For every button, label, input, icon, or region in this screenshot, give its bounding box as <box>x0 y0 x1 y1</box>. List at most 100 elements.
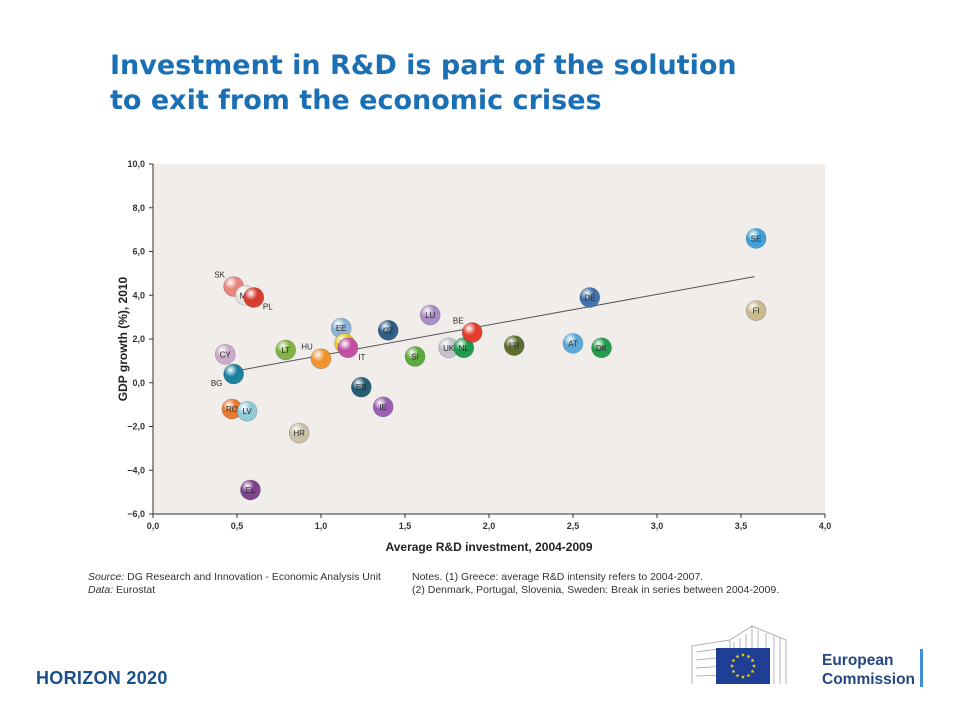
eu-star <box>741 653 745 657</box>
point-label-uk: UK <box>443 344 455 353</box>
x-tick-label: 3,5 <box>735 521 748 531</box>
european-commission-logo <box>691 625 787 684</box>
source-text: DG Research and Innovation - Economic An… <box>124 571 381 583</box>
eu-stars-icon <box>730 653 756 679</box>
ec-accent-bar <box>920 649 923 687</box>
point-label-ee: EE <box>336 324 347 333</box>
title-line-1: Investment in R&D is part of the solutio… <box>110 50 737 81</box>
point-label-at: AT <box>568 339 578 348</box>
point-label-de: DE <box>584 293 595 302</box>
point-label-ie: IE <box>379 403 387 412</box>
point-cy <box>214 344 236 365</box>
x-tick-label: 4,0 <box>819 521 832 531</box>
notes-line-2: (2) Denmark, Portugal, Slovenia, Sweden:… <box>412 584 780 596</box>
x-tick-label: 2,0 <box>483 521 496 531</box>
chart-axes: 0,0 0,5 1,0 1,5 2,0 2,5 3,0 3,5 4,0 −6,0 −4,0 −2,0 0… <box>127 159 831 531</box>
point-hu <box>310 348 332 369</box>
point-label-ro: RO <box>226 405 238 414</box>
point-label-it: IT <box>358 353 365 362</box>
point-el <box>240 479 261 501</box>
point-fi <box>745 300 767 321</box>
eu-star <box>730 664 734 668</box>
point-label-cy: CY <box>220 350 232 359</box>
eu-star <box>750 669 755 674</box>
eu-star <box>746 654 751 659</box>
point-cz <box>377 319 399 341</box>
data-text: Eurostat <box>113 584 156 596</box>
x-axis-label: Average R&D investment, 2004-2009 <box>386 540 593 554</box>
data-points: SKMTPLCYBGROLVELLTHRHUEEPTITESCZIESILUUK… <box>211 228 767 501</box>
point-lu <box>419 304 441 326</box>
ec-line-1: European <box>822 652 894 669</box>
point-label-dk: DK <box>596 344 608 353</box>
eu-star <box>735 654 740 659</box>
y-tick-label: 8,0 <box>132 203 145 213</box>
slide-title: Investment in R&D is part of the solutio… <box>110 48 910 118</box>
point-label-es: ES <box>356 383 367 392</box>
data-label: Data: <box>88 584 114 596</box>
point-label-lv: LV <box>242 407 252 416</box>
point-be <box>461 322 483 343</box>
point-label-lt: LT <box>281 346 290 355</box>
y-tick-label: −2,0 <box>127 422 145 432</box>
x-tick-label: 0,0 <box>147 521 160 531</box>
eu-star <box>731 658 736 663</box>
x-tick-label: 0,5 <box>231 521 244 531</box>
point-label-hr: HR <box>293 429 305 438</box>
y-tick-label: 4,0 <box>132 290 145 300</box>
ec-name: European Commission <box>822 651 915 689</box>
point-pl <box>243 287 265 308</box>
x-tick-label: 3,0 <box>651 521 664 531</box>
point-label-sk: SK <box>214 271 225 280</box>
eu-star <box>735 673 740 678</box>
horizon-2020-label: HORIZON 2020 <box>36 668 168 688</box>
point-bg <box>223 363 244 385</box>
point-label-lu: LU <box>425 311 435 320</box>
notes: Notes. (1) Greece: average R&D intensity… <box>412 571 892 597</box>
point-label-cz: CZ <box>383 326 394 335</box>
source-note: Source: DG Research and Innovation - Eco… <box>88 571 398 597</box>
scatter-chart: 0,0 0,5 1,0 1,5 2,0 2,5 3,0 3,5 4,0 −6,0 −4,0 −2,0 0… <box>116 159 831 554</box>
point-se <box>745 228 767 249</box>
point-lv <box>236 400 258 422</box>
point-dk <box>591 337 612 359</box>
point-ie <box>372 396 394 418</box>
point-si <box>404 346 426 367</box>
point-label-be: BE <box>453 316 464 325</box>
y-tick-label: 10,0 <box>127 159 145 169</box>
point-label-nl: NL <box>459 344 470 353</box>
point-de <box>579 287 601 308</box>
x-tick-label: 1,0 <box>315 521 328 531</box>
point-label-si: SI <box>411 353 419 362</box>
ec-line-2: Commission <box>822 671 916 688</box>
eu-star <box>746 673 751 678</box>
point-label-fi: FI <box>753 307 760 316</box>
x-tick-label: 1,5 <box>399 521 412 531</box>
y-tick-label: −6,0 <box>127 509 145 519</box>
eu-star <box>741 675 745 679</box>
title-line-2: to exit from the economic crises <box>110 85 602 116</box>
y-tick-label: 0,0 <box>132 378 145 388</box>
eu-star <box>731 669 736 674</box>
y-tick-label: −4,0 <box>127 465 145 475</box>
point-label-pl: PL <box>263 302 273 311</box>
y-axis-label: GDP growth (%), 2010 <box>116 276 130 401</box>
eu-star <box>752 664 756 668</box>
point-fr <box>503 335 525 356</box>
point-es <box>351 376 372 398</box>
y-tick-label: 2,0 <box>132 334 145 344</box>
point-it <box>337 337 359 359</box>
point-label-hu: HU <box>301 343 313 352</box>
y-tick-label: 6,0 <box>132 247 145 257</box>
point-label-bg: BG <box>211 379 223 388</box>
point-lt <box>275 339 297 361</box>
plot-area <box>153 164 825 514</box>
point-label-se: SE <box>751 234 762 243</box>
point-label-fr: FR <box>509 342 520 351</box>
source-label: Source: <box>88 571 125 583</box>
point-at <box>562 333 584 354</box>
notes-line-1: Notes. (1) Greece: average R&D intensity… <box>412 571 704 583</box>
x-tick-label: 2,5 <box>567 521 580 531</box>
point-label-el: EL <box>246 486 256 495</box>
eu-star <box>750 658 755 663</box>
